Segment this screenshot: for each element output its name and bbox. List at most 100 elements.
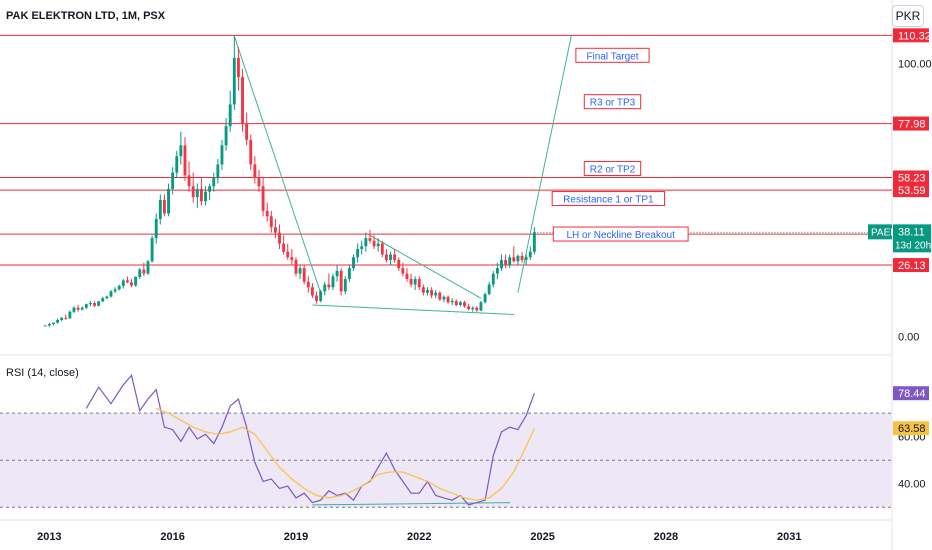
x-tick-label: 2019 <box>284 531 308 543</box>
level-price-label: 77.98 <box>898 119 926 131</box>
candle-body <box>183 145 187 176</box>
trendline[interactable] <box>312 304 514 315</box>
trendline[interactable] <box>233 36 322 293</box>
candle-body <box>93 303 96 306</box>
candle-body <box>294 259 298 274</box>
candle-body <box>310 287 314 296</box>
candle-body <box>380 243 384 255</box>
trendline[interactable] <box>517 35 572 293</box>
currency-button[interactable]: PKR <box>892 5 924 27</box>
rsi-value-badge <box>893 386 929 401</box>
candle-body <box>426 289 429 293</box>
candle-body <box>290 257 294 260</box>
candle-body <box>356 249 360 258</box>
candle-body <box>298 268 302 274</box>
candle-body <box>434 292 438 296</box>
last-price-label: 38.11 <box>898 226 925 238</box>
candle-body <box>154 219 158 239</box>
candle-body <box>467 306 471 310</box>
candle-body <box>167 189 170 214</box>
candle-body <box>84 304 88 308</box>
annotation-box[interactable] <box>551 191 666 207</box>
candle-body <box>282 243 286 252</box>
candle-body <box>232 58 236 105</box>
candle-body <box>528 251 532 258</box>
candle-body <box>224 126 228 146</box>
candle-body <box>417 279 421 288</box>
level-price-label: 110.32 <box>898 30 931 42</box>
candle-body <box>241 77 244 124</box>
candle-body <box>323 284 327 292</box>
candle-body <box>368 238 372 241</box>
candle-body <box>134 276 138 286</box>
trendline[interactable] <box>369 234 482 299</box>
rsi-value-label: 78.44 <box>898 388 926 400</box>
annotation-box[interactable] <box>583 94 642 110</box>
candle-body <box>430 289 434 296</box>
x-tick-label: 2013 <box>37 531 61 543</box>
candle-body <box>504 259 508 266</box>
candle-body <box>101 298 105 302</box>
candle-body <box>487 284 491 295</box>
candle-body <box>150 238 154 262</box>
rsi_ma-value-label: 63.58 <box>898 423 926 435</box>
candle-body <box>64 317 68 319</box>
annotation-box[interactable] <box>583 161 642 177</box>
candle-body <box>125 280 129 283</box>
candle-body <box>76 307 80 310</box>
candle-body <box>446 296 450 303</box>
candle-body <box>520 255 524 260</box>
x-tick-label: 2025 <box>530 531 554 543</box>
candle-body <box>524 257 528 260</box>
rsi-y-tick-label: 40.00 <box>898 479 926 491</box>
candle-body <box>397 259 401 269</box>
candle-body <box>158 199 162 220</box>
candle-body <box>286 251 290 258</box>
symbol-badge <box>868 224 892 240</box>
rsi-title: RSI (14, close) <box>6 367 79 379</box>
candle-body <box>72 307 76 312</box>
y-tick-label: 0.00 <box>898 331 919 343</box>
candle-body <box>483 294 487 303</box>
last-price-badge <box>893 224 931 253</box>
candle-body <box>500 259 503 269</box>
candle-body <box>319 291 323 301</box>
candle-body <box>47 324 51 326</box>
candle-body <box>51 322 55 325</box>
x-tick-label: 2022 <box>407 531 431 543</box>
candle-body <box>352 257 355 269</box>
candle-body <box>187 175 191 187</box>
candle-body <box>228 104 232 127</box>
candle-body <box>413 279 417 285</box>
candle-body <box>335 270 339 277</box>
candle-body <box>421 287 425 293</box>
candle-body <box>236 58 240 78</box>
candle-body <box>269 216 273 228</box>
candle-body <box>56 319 59 323</box>
candle-body <box>479 302 483 311</box>
annotation-text: R2 or TP2 <box>590 165 636 176</box>
x-tick-label: 2031 <box>777 531 801 543</box>
level-price-label: 53.59 <box>898 185 926 197</box>
annotation-box[interactable] <box>552 226 689 242</box>
annotation-box[interactable] <box>575 47 650 63</box>
candle-body <box>261 186 265 211</box>
candle-body <box>401 268 405 274</box>
candle-body <box>315 295 318 301</box>
annotation-text: LH or Neckline Breakout <box>567 230 676 241</box>
candle-body <box>199 189 203 202</box>
candle-body <box>130 282 133 286</box>
candle-body <box>171 172 175 189</box>
candle-body <box>208 186 212 192</box>
candle-body <box>142 269 146 274</box>
candle-body <box>376 243 380 247</box>
candle-body <box>117 285 121 290</box>
candle-body <box>146 261 150 274</box>
candle-body <box>212 178 216 187</box>
candle-body <box>508 257 512 266</box>
candle-body <box>273 227 277 233</box>
level-price-label: 58.23 <box>898 172 926 184</box>
candle-body <box>191 186 195 198</box>
candle-body <box>121 280 125 286</box>
annotation-text: Resistance 1 or TP1 <box>563 195 654 206</box>
